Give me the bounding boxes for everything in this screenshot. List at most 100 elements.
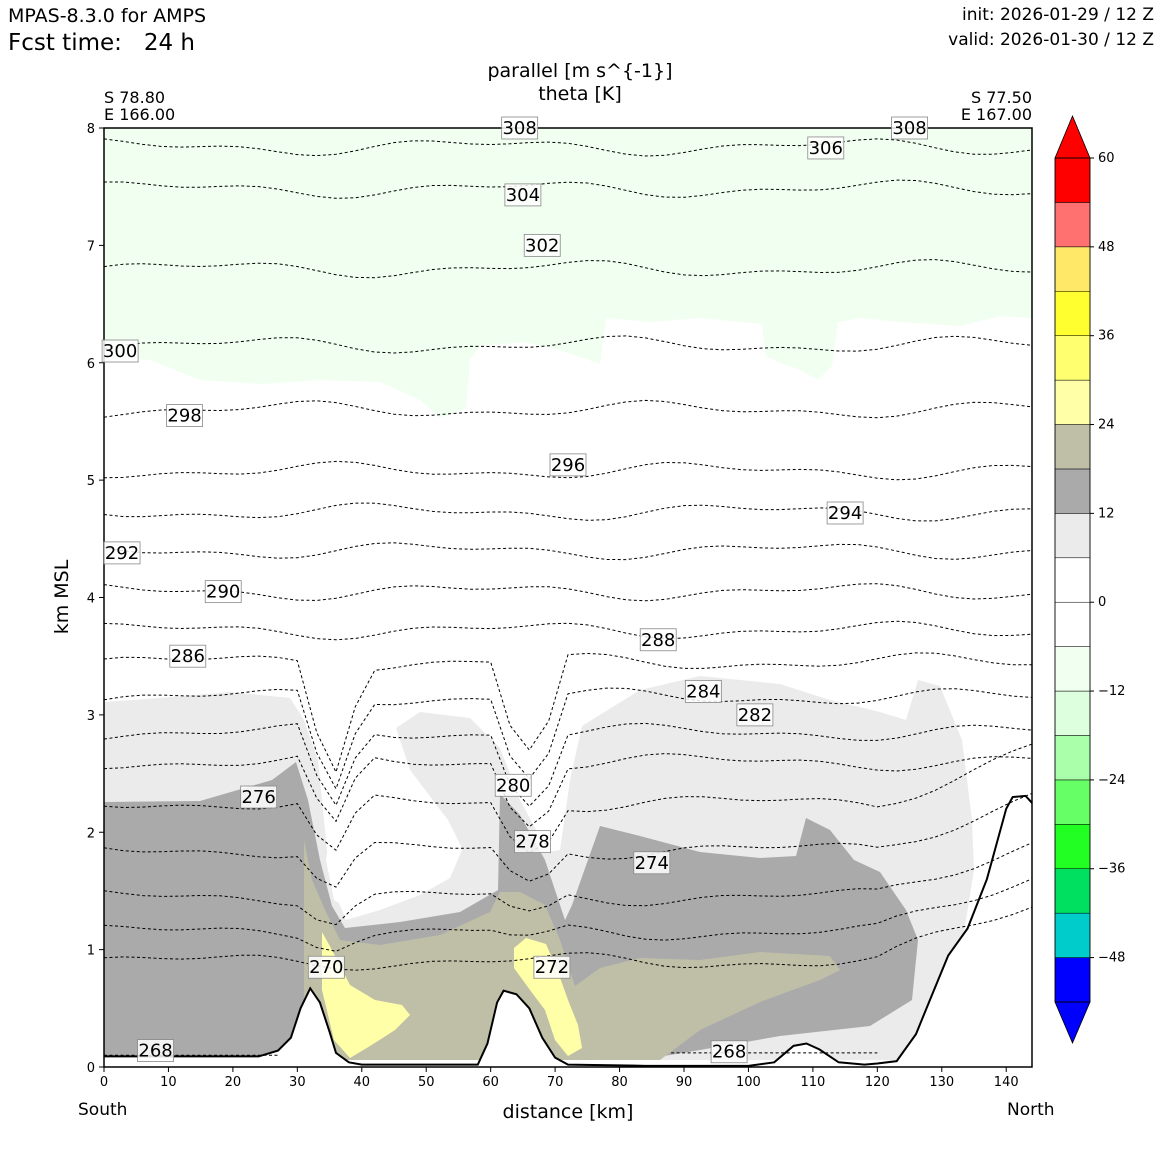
right-endpoint-lon: E 167.00 xyxy=(960,105,1032,124)
colorbar-segment xyxy=(1054,646,1091,692)
contour-label: 278 xyxy=(514,830,551,854)
contour-label-text: 282 xyxy=(738,705,772,726)
contour-label: 268 xyxy=(137,1039,174,1062)
x-tick-label: 110 xyxy=(800,1075,825,1090)
colorbar-segment xyxy=(1054,779,1091,825)
forecast-time-label: Fcst time: xyxy=(8,30,122,56)
colorbar-tick-label: 36 xyxy=(1098,329,1115,344)
valid-time: valid: 2026-01-30 / 12 Z xyxy=(948,30,1154,50)
contour-label-text: 270 xyxy=(309,957,343,978)
light-green-region xyxy=(104,128,1032,418)
theta-contour-line xyxy=(104,722,1032,807)
y-tick-label: 7 xyxy=(87,239,95,254)
colorbar-segment xyxy=(1054,379,1091,425)
contour-label-box xyxy=(684,680,722,703)
left-endpoint-coords: S 78.80 E 166.00 xyxy=(104,89,175,123)
contour-label-box xyxy=(494,773,532,797)
theta-contour-line xyxy=(104,583,1032,602)
contour-label-box xyxy=(710,1040,748,1064)
theta-contour-line xyxy=(104,620,1032,641)
chart-title-line-2: theta [K] xyxy=(538,83,622,105)
colorbar-segment xyxy=(1054,468,1091,514)
colorbar-segment xyxy=(1054,513,1091,559)
colorbar-segment xyxy=(1054,690,1091,736)
contour-label-box xyxy=(826,501,864,525)
contour-label-text: 276 xyxy=(241,787,275,808)
contour-label-text: 300 xyxy=(103,341,137,362)
forecast-time-value: 24 h xyxy=(143,30,195,56)
theta-contour-lines xyxy=(104,138,1032,1056)
contour-label-text: 296 xyxy=(551,455,585,476)
contour-label: 304 xyxy=(504,183,542,207)
contour-label: 294 xyxy=(826,501,864,525)
colorbar-tick-label: 12 xyxy=(1098,506,1115,521)
contour-label: 308 xyxy=(501,116,539,140)
x-tick-label: 20 xyxy=(225,1075,242,1090)
y-tick-label: 4 xyxy=(87,592,95,607)
colorbar-segment xyxy=(1054,291,1091,336)
contour-label-box xyxy=(137,1039,174,1062)
colorbar-tick-label: 24 xyxy=(1098,418,1115,433)
theta-contour-line xyxy=(104,753,1032,828)
contour-label: 300 xyxy=(101,339,139,363)
y-tick-label: 1 xyxy=(87,944,95,959)
contour-label-box xyxy=(523,233,561,257)
y-tick-label: 8 xyxy=(87,122,95,137)
contour-label-text: 306 xyxy=(809,138,843,159)
theta-contour-line xyxy=(104,138,1032,157)
theta-contour-line xyxy=(104,259,1032,279)
theta-contour-line xyxy=(104,502,1032,522)
contour-label-text: 302 xyxy=(525,235,559,256)
x-tick-label: 10 xyxy=(160,1075,177,1090)
khaki-region xyxy=(304,840,840,1060)
theta-contour-line xyxy=(104,743,1032,854)
contour-label: 286 xyxy=(169,644,207,668)
contour-label: 272 xyxy=(533,955,571,979)
x-tick-label: 80 xyxy=(611,1075,628,1090)
theta-contour-line xyxy=(104,842,1032,926)
y-axis-label: km MSL xyxy=(51,559,73,634)
contour-label-text: 268 xyxy=(138,1041,172,1062)
x-tick-label: 90 xyxy=(676,1075,693,1090)
contour-label-box xyxy=(240,785,278,809)
colorbar-tick-label: 60 xyxy=(1098,151,1115,166)
colorbar-frame xyxy=(1054,157,1091,1003)
contour-label-text: 268 xyxy=(712,1042,746,1063)
right-endpoint-lat: S 77.50 xyxy=(970,88,1032,107)
north-direction-label: North xyxy=(1007,1100,1055,1120)
yellow-region-left xyxy=(322,932,410,1058)
theta-contour-line xyxy=(104,906,1032,971)
yellow-region-right xyxy=(514,938,582,1056)
colorbar-segment xyxy=(1054,824,1091,869)
y-tick-label: 0 xyxy=(87,1061,95,1076)
colorbar-segment xyxy=(1054,735,1091,781)
colorbar-tick-label: −48 xyxy=(1098,951,1125,966)
theta-contour-line xyxy=(104,335,1032,354)
x-tick-label: 120 xyxy=(865,1075,890,1090)
left-endpoint-lat: S 78.80 xyxy=(104,88,166,107)
theta-contour-labels: 268 268 270 272 274 276 278 280 282 284 286 288 290 2… xyxy=(101,116,928,1064)
theta-contour-line xyxy=(104,1052,878,1056)
colorbar-tick-label: 48 xyxy=(1098,240,1115,255)
theta-contour-line xyxy=(104,687,1032,791)
contour-label-box xyxy=(169,644,207,668)
contour-label: 268 xyxy=(710,1040,748,1064)
y-tick-label: 6 xyxy=(87,357,95,372)
x-tick-label: 50 xyxy=(418,1075,435,1090)
x-tick-label: 40 xyxy=(354,1075,371,1090)
contour-label-text: 308 xyxy=(892,118,926,139)
contour-label: 270 xyxy=(307,955,345,979)
colorbar-tick-label: 0 xyxy=(1098,595,1106,610)
terrain-fill xyxy=(104,795,1032,1067)
contour-label-box xyxy=(166,404,203,427)
colorbar-tick-label: −12 xyxy=(1098,684,1125,699)
shaded-wind-field xyxy=(104,128,1032,1067)
contour-label: 274 xyxy=(633,851,671,875)
contour-label-box xyxy=(639,628,677,652)
colorbar-segment xyxy=(1054,868,1091,914)
x-axis-ticks: 0 10 20 30 40 50 60 70 80 90 100 110 120 130 140 xyxy=(100,1067,1019,1090)
y-tick-label: 5 xyxy=(87,474,95,489)
contour-label-text: 292 xyxy=(105,543,139,564)
contour-label-text: 294 xyxy=(828,503,862,524)
contour-label-box xyxy=(514,830,551,854)
